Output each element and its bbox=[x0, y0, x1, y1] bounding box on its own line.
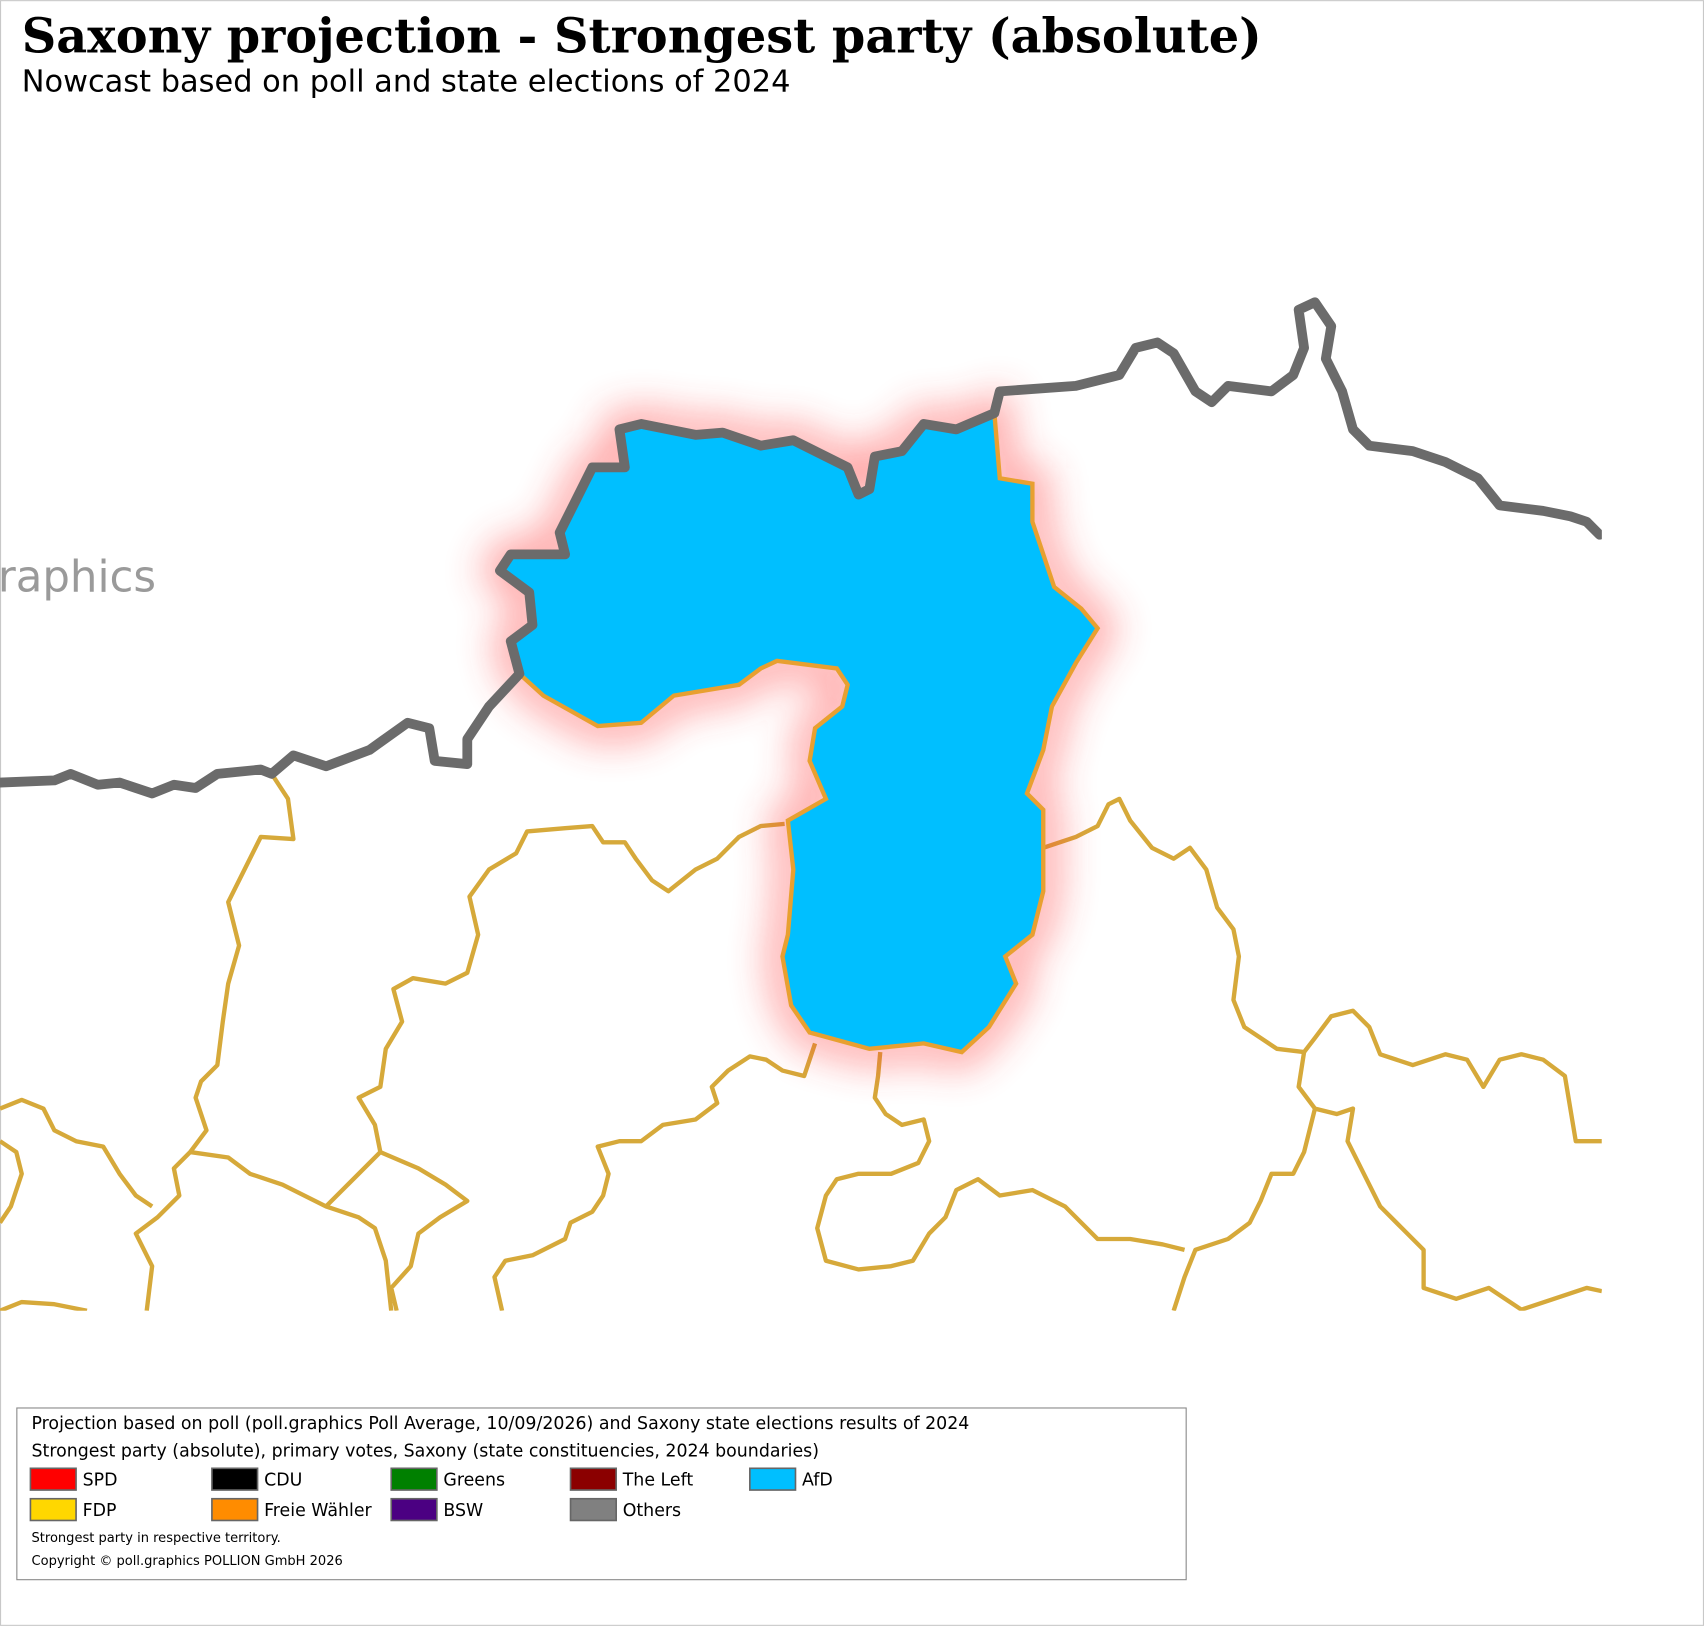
legend-label: Freie Wähler bbox=[264, 1501, 372, 1521]
legend-label: Greens bbox=[443, 1471, 505, 1491]
legend-swatch bbox=[211, 1467, 259, 1491]
legend-note: Strongest party in respective territory. bbox=[32, 1531, 281, 1546]
legend-label: SPD bbox=[83, 1471, 118, 1491]
legend-swatch bbox=[749, 1467, 797, 1491]
legend: Projection based on poll (poll.graphics … bbox=[29, 1414, 970, 1569]
legend-label: Others bbox=[623, 1501, 681, 1521]
legend-label: FDP bbox=[83, 1501, 117, 1521]
title: Saxony projection - Strongest party (abs… bbox=[22, 8, 1262, 64]
subtitle: Nowcast based on poll and state election… bbox=[22, 64, 791, 99]
legend-line: Projection based on poll (poll.graphics … bbox=[32, 1414, 970, 1434]
legend-swatch bbox=[29, 1497, 77, 1522]
legend-box bbox=[16, 1407, 1187, 1581]
legend-label: The Left bbox=[622, 1471, 694, 1491]
legend-swatch bbox=[390, 1497, 438, 1522]
map bbox=[0, 297, 1602, 1311]
state-border bbox=[0, 297, 1602, 799]
legend-line: Strongest party (absolute), primary vote… bbox=[32, 1441, 820, 1461]
legend-swatch bbox=[29, 1467, 77, 1491]
legend-note: Copyright © poll.graphics POLLION GmbH 2… bbox=[32, 1554, 343, 1569]
watermark: raphics bbox=[0, 552, 156, 602]
constituency-borders bbox=[0, 772, 1602, 1311]
legend-label: CDU bbox=[264, 1471, 302, 1491]
legend-swatch bbox=[390, 1467, 438, 1491]
legend-label: BSW bbox=[443, 1501, 483, 1521]
legend-swatch bbox=[569, 1467, 617, 1491]
legend-swatch bbox=[211, 1497, 259, 1522]
legend-swatch bbox=[569, 1497, 617, 1522]
legend-label: AfD bbox=[802, 1471, 833, 1491]
